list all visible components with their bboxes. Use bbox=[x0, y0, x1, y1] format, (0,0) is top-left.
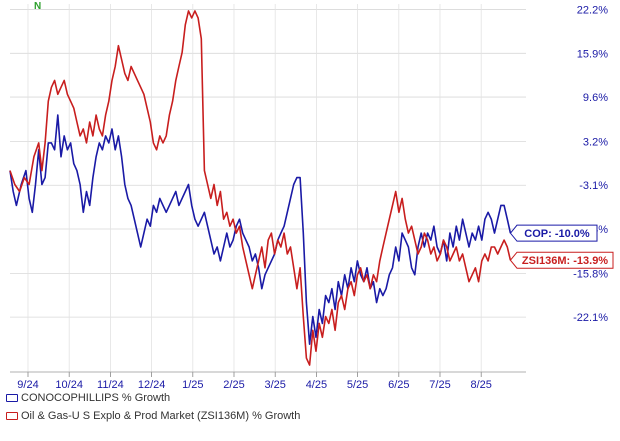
x-tick-label: 12/24 bbox=[138, 379, 166, 391]
x-tick-label: 1/25 bbox=[182, 379, 203, 391]
series-line-cop bbox=[9, 114, 512, 345]
grid-lines bbox=[10, 4, 526, 377]
legend-swatch-cop bbox=[6, 394, 18, 403]
x-tick-label: 2/25 bbox=[223, 379, 244, 391]
y-tick-label: -22.1% bbox=[573, 312, 608, 324]
y-axis-labels: 22.2%15.9%9.6%3.2%-3.1%-9.4%-15.8%-22.1% bbox=[573, 5, 608, 325]
y-tick-label: 9.6% bbox=[583, 92, 608, 104]
end-label-text-cop: COP: -10.0% bbox=[524, 228, 590, 240]
series-line-zsi bbox=[9, 10, 512, 366]
x-tick-label: 9/24 bbox=[17, 379, 38, 391]
legend-label-cop: CONOCOPHILLIPS % Growth bbox=[21, 392, 171, 404]
y-tick-label: 3.2% bbox=[583, 136, 608, 148]
x-tick-label: 6/25 bbox=[388, 379, 409, 391]
x-tick-label: 11/24 bbox=[97, 379, 124, 391]
series-lines bbox=[9, 10, 512, 366]
end-label-box-cop bbox=[509, 224, 598, 242]
x-tick-label: 3/25 bbox=[264, 379, 285, 391]
x-tick-label: 8/25 bbox=[470, 379, 491, 391]
zacks-logo-text: N bbox=[34, 1, 41, 12]
end-label-text-zsi: ZSI136M: -13.9% bbox=[522, 255, 608, 267]
end-label-zsi: ZSI136M: -13.9% bbox=[509, 251, 614, 269]
y-tick-label: 22.2% bbox=[577, 5, 608, 17]
end-labels: COP: -10.0% ZSI136M: -13.9% bbox=[509, 224, 614, 269]
y-tick-label: -3.1% bbox=[579, 180, 608, 192]
legend-swatch-zsi bbox=[6, 412, 18, 421]
legend-item-zsi: Oil & Gas-U S Explo & Prod Market (ZSI13… bbox=[6, 410, 300, 422]
legend-item-cop: CONOCOPHILLIPS % Growth bbox=[6, 392, 170, 404]
x-tick-label: 4/25 bbox=[306, 379, 327, 391]
y-tick-label: 15.9% bbox=[577, 48, 608, 60]
legend-label-zsi: Oil & Gas-U S Explo & Prod Market (ZSI13… bbox=[21, 410, 301, 422]
y-tick-label: -15.8% bbox=[573, 268, 608, 280]
x-axis-labels: 9/24 10/24 11/24 12/24 1/25 2/25 3/25 4/25 5/25 6… bbox=[17, 379, 492, 391]
end-label-box-zsi bbox=[509, 251, 614, 269]
end-label-cop: COP: -10.0% bbox=[509, 224, 598, 242]
x-tick-label: 10/24 bbox=[55, 379, 83, 391]
x-tick-label: 5/25 bbox=[347, 379, 368, 391]
x-tick-label: 7/25 bbox=[429, 379, 450, 391]
